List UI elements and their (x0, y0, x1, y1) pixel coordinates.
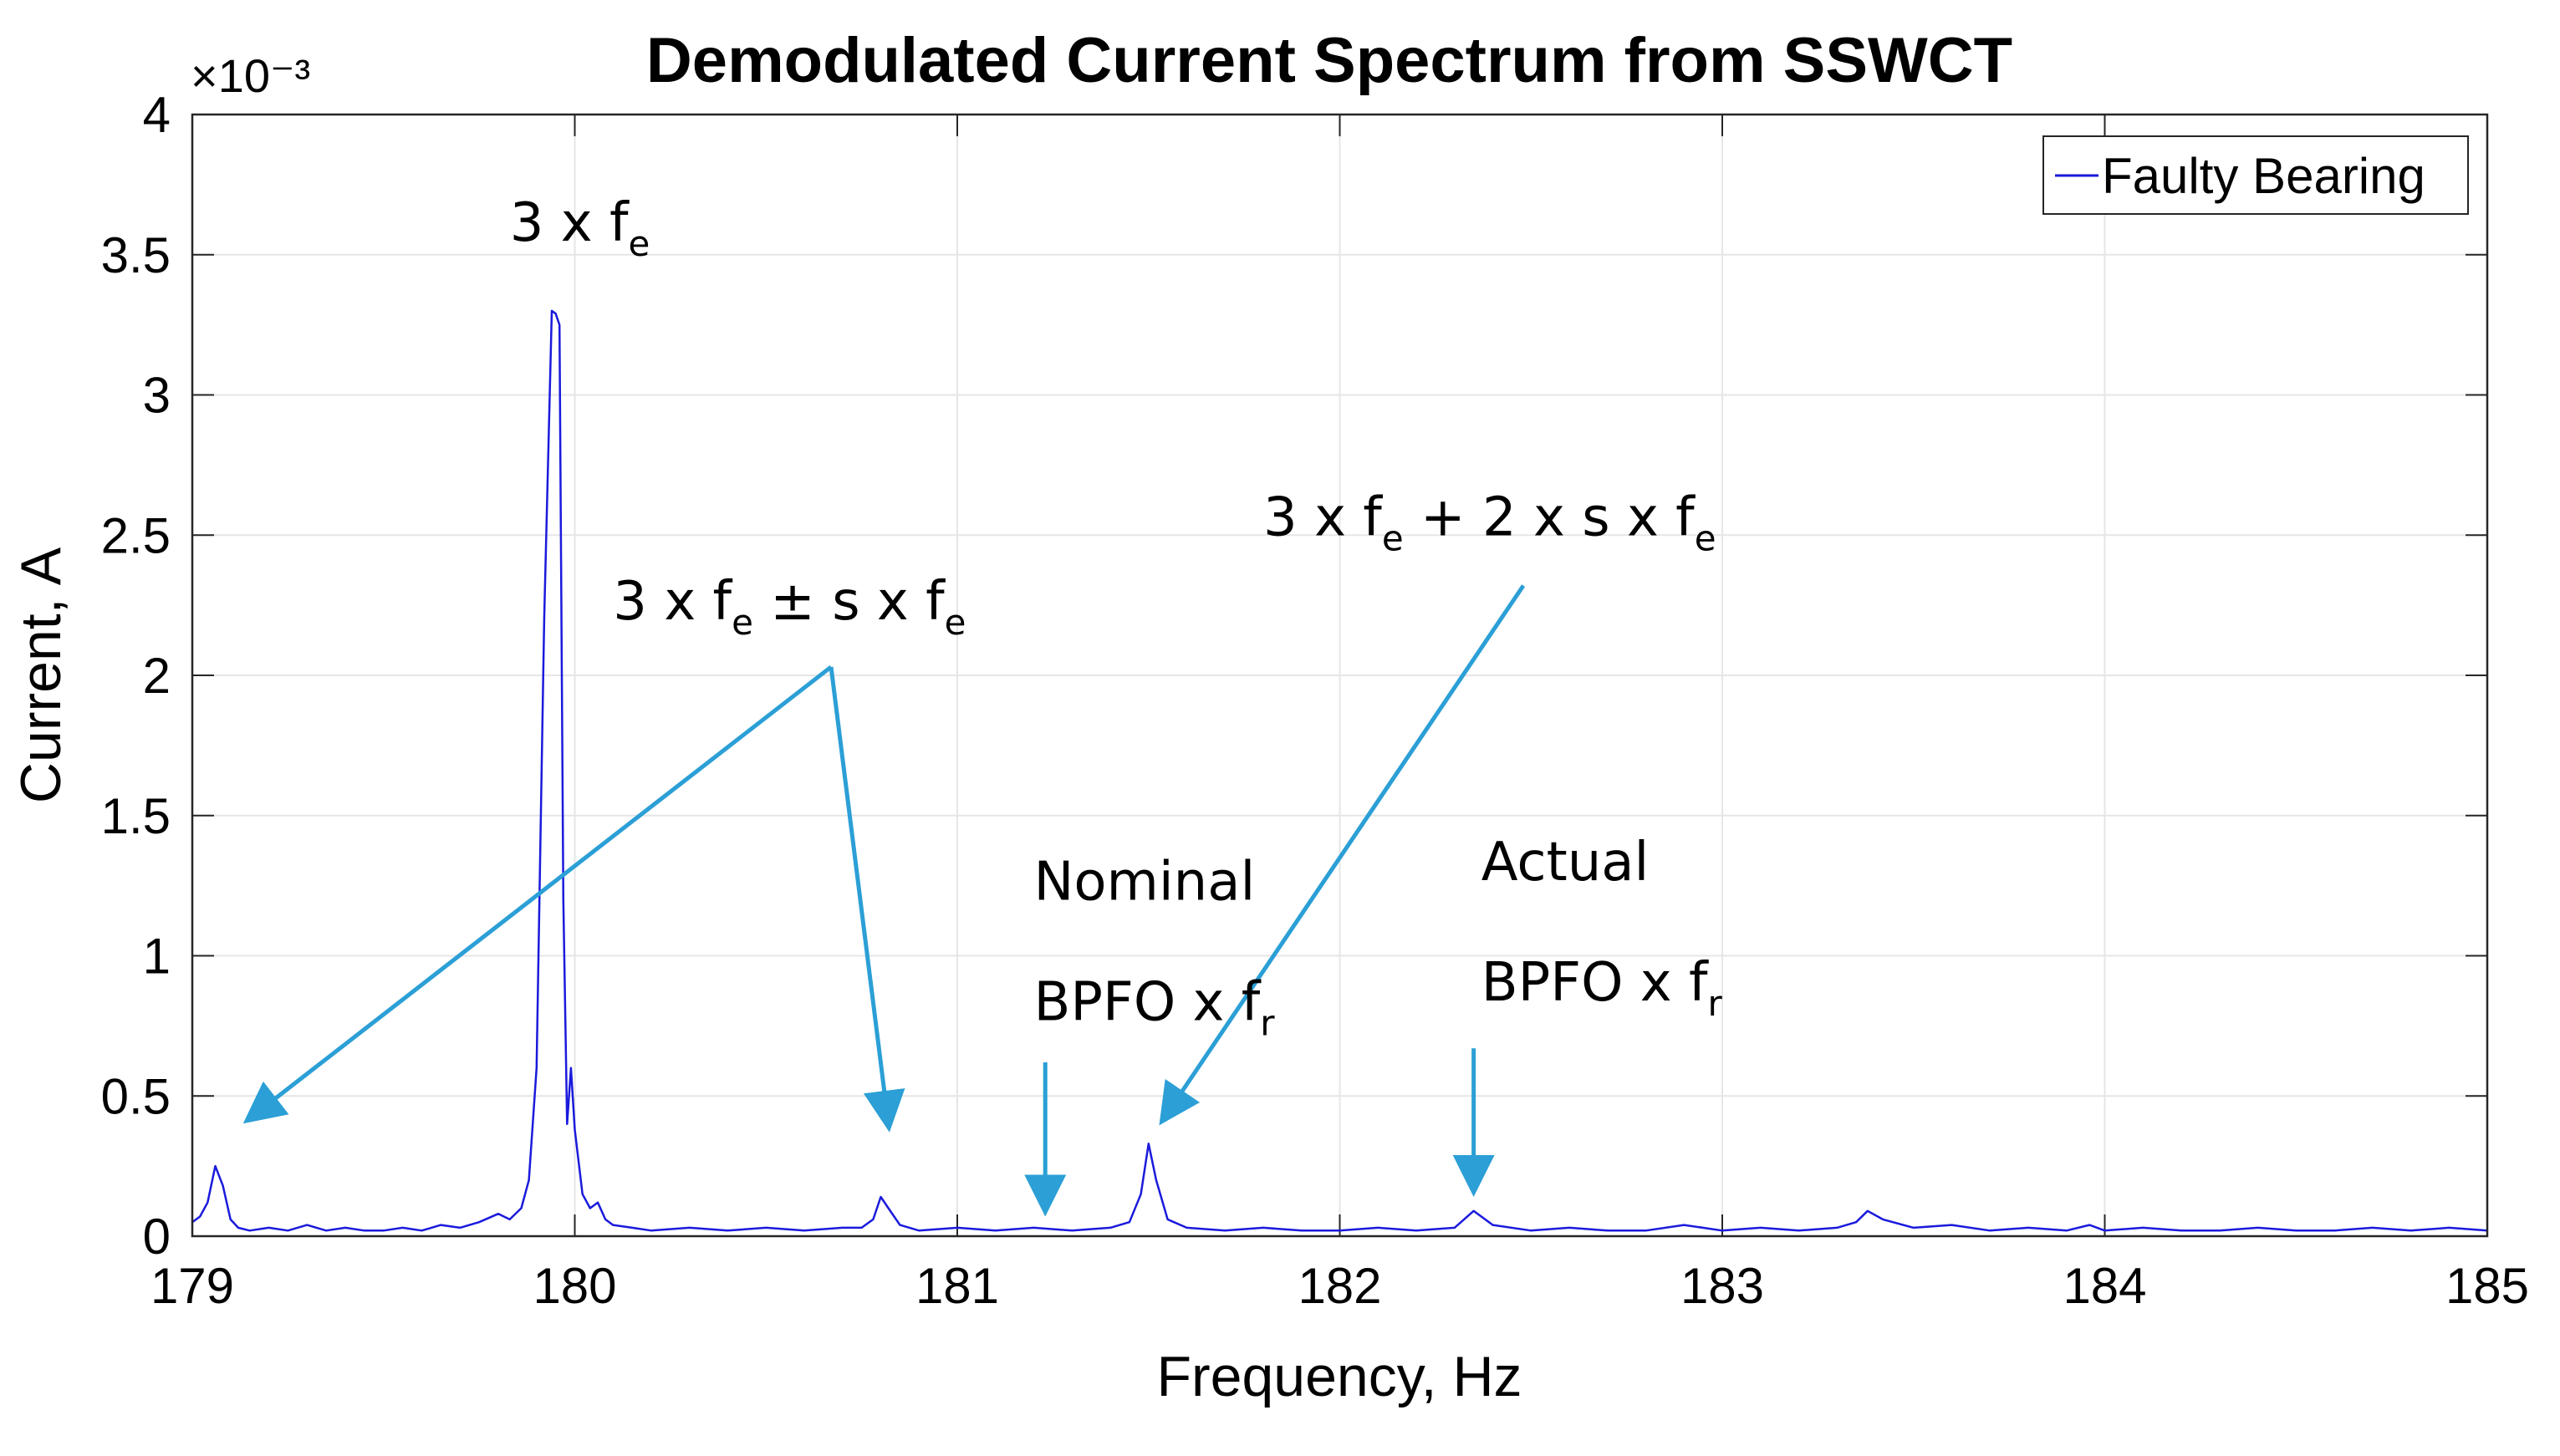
y-tick-label: 0 (143, 1209, 171, 1265)
y-tick-label: 1.5 (101, 788, 171, 844)
y-tick-label: 3.5 (101, 227, 171, 283)
x-tick-label: 182 (1298, 1258, 1381, 1314)
x-tick-label: 184 (2063, 1258, 2146, 1314)
x-axis-label: Frequency, Hz (1156, 1345, 1522, 1408)
series-layer (191, 309, 2488, 1232)
legend: Faulty Bearing (2042, 135, 2469, 215)
plot-frame (191, 113, 2489, 1238)
x-tick-label: 185 (2445, 1258, 2529, 1314)
x-tick-label: 183 (1680, 1258, 1764, 1314)
tick-labels: 179 180 181 182 183 184 185 0 0.5 1 1.5 2 2.5 3 3.5 4 (101, 87, 2529, 1314)
y-tick-label: 2.5 (101, 507, 171, 563)
annotation-fundamental: 3 x fe (510, 192, 650, 264)
y-exponent-label: ×10⁻³ (191, 49, 310, 102)
y-axis-label: Current, A (9, 547, 73, 803)
y-tick-label: 4 (143, 87, 171, 143)
x-tick-label: 179 (150, 1258, 234, 1314)
annotation-arrow (242, 664, 833, 1124)
annotation-arrow (1159, 584, 1526, 1126)
grid (192, 115, 2487, 1236)
annotation-slip-sidebands: 3 x fe ± s x fe (613, 571, 966, 643)
series-line-faulty-bearing (191, 309, 2488, 1232)
annotations: 3 x fe 3 x fe ± s x fe 3 x fe + 2 x s x fe… (242, 192, 1723, 1217)
annotation-nominal-bpfo: BPFO x fr (1034, 972, 1276, 1044)
annotation-double-slip: 3 x fe + 2 x s x fe (1263, 486, 1716, 558)
y-tick-label: 2 (143, 648, 171, 704)
annotation-nominal-label: Nominal (1034, 851, 1256, 913)
annotation-arrow (829, 666, 905, 1133)
annotation-actual-label: Actual (1481, 832, 1650, 893)
y-tick-label: 1 (143, 929, 171, 985)
annotation-actual-bpfo: BPFO x fr (1481, 952, 1723, 1024)
y-tick-label: 3 (143, 368, 171, 424)
legend-entry: Faulty Bearing (2102, 148, 2425, 204)
x-tick-label: 180 (533, 1258, 616, 1314)
x-tick-label: 181 (915, 1258, 999, 1314)
y-tick-label: 0.5 (101, 1068, 171, 1124)
legend-box (2042, 135, 2469, 215)
chart-title: Demodulated Current Spectrum from SSWCT (646, 25, 2012, 96)
